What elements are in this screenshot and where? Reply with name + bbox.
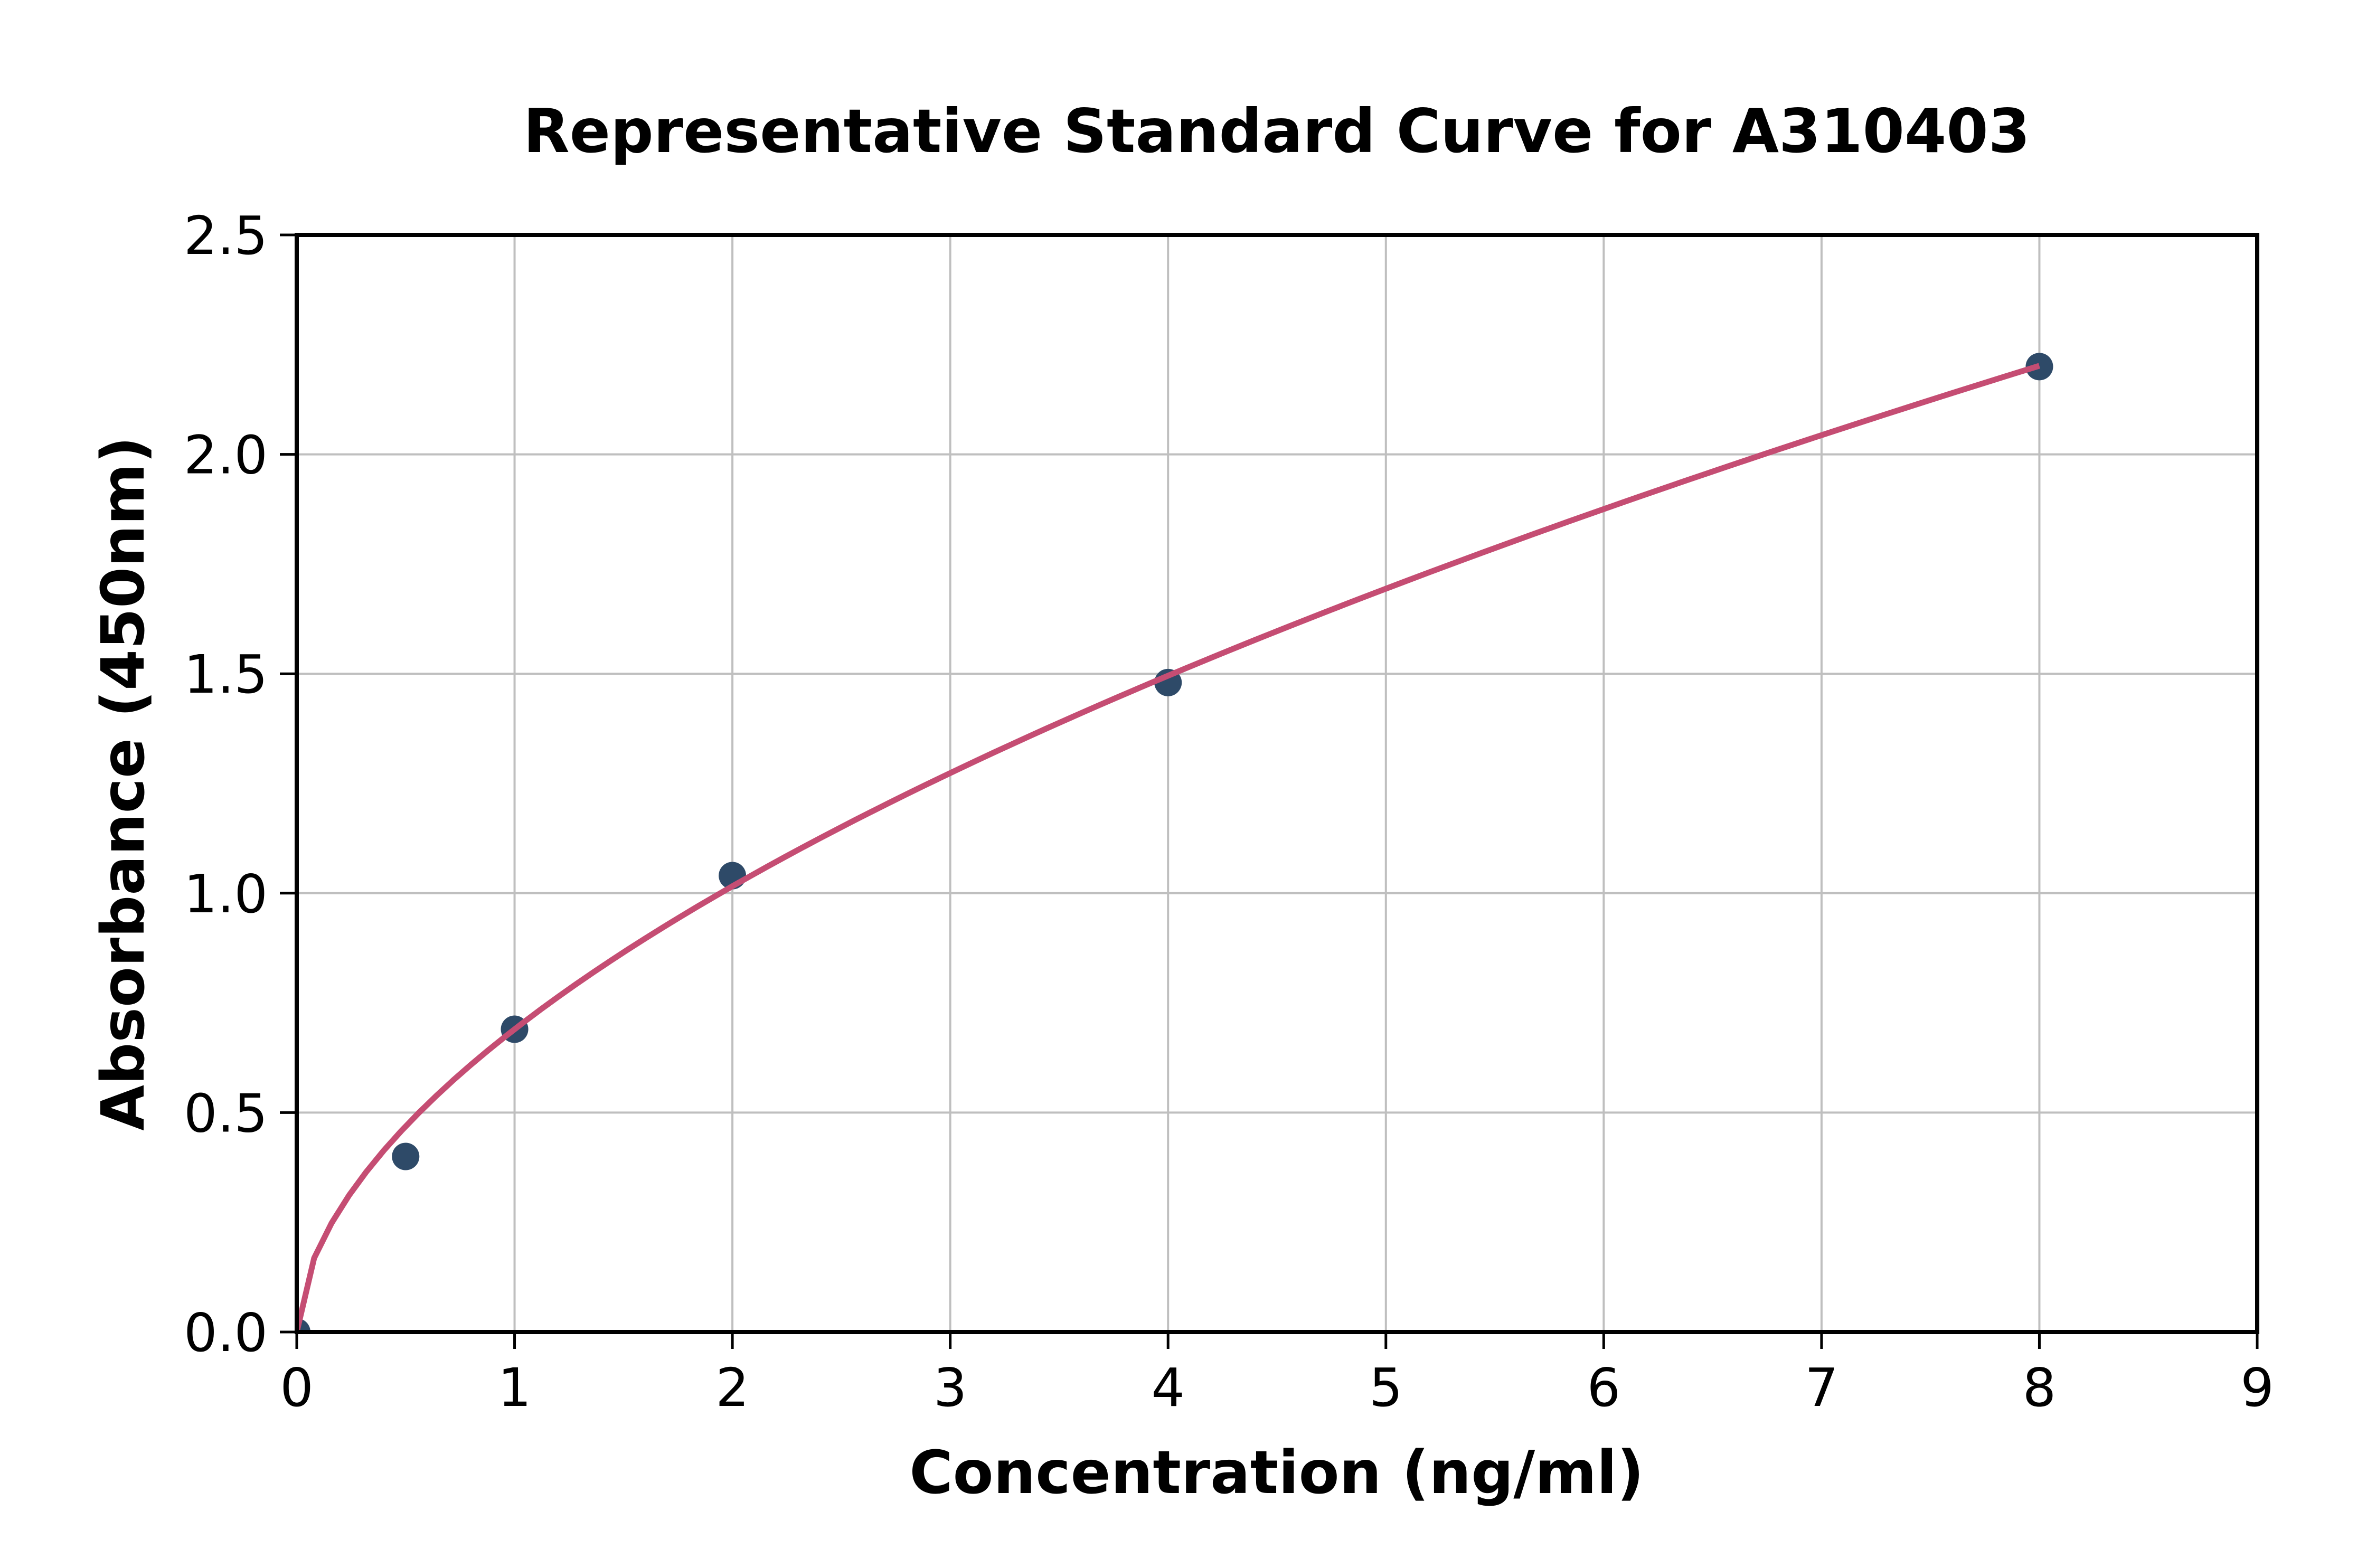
y-tick-label: 2.0 <box>184 424 268 486</box>
tick-labels: 0 1 2 3 4 5 6 7 8 9 0.0 0.5 1.0 1.5 2.0 2.5 <box>184 205 2274 1419</box>
x-tick-label: 8 <box>2023 1357 2057 1419</box>
fit-curve <box>297 363 2041 1332</box>
y-axis-label: Absorbance (450nm) <box>89 436 158 1130</box>
x-tick-label: 4 <box>1151 1357 1185 1419</box>
x-tick-label: 7 <box>1805 1357 1838 1419</box>
y-tick-label: 0.5 <box>184 1082 268 1144</box>
tick-marks <box>280 233 2259 1349</box>
x-tick-label: 2 <box>715 1357 749 1419</box>
x-tick-label: 0 <box>280 1357 314 1419</box>
x-axis-label: Concentration (ng/ml) <box>909 1439 1644 1507</box>
y-tick-label: 1.5 <box>184 644 268 705</box>
x-tick-label: 5 <box>1369 1357 1403 1419</box>
grid <box>296 234 2258 1333</box>
y-tick-label: 2.5 <box>184 205 268 267</box>
plot-border <box>295 233 2259 1334</box>
x-tick-label: 6 <box>1587 1357 1621 1419</box>
x-tick-label: 1 <box>498 1357 532 1419</box>
data-point <box>392 1142 420 1170</box>
x-tick-label: 3 <box>934 1357 967 1419</box>
chart-title: Representative Standard Curve for A31040… <box>523 96 2030 166</box>
y-tick-label: 0.0 <box>184 1302 268 1364</box>
axes-frame <box>295 233 2259 1334</box>
y-tick-label: 1.0 <box>184 863 268 925</box>
fit-curve-line <box>297 363 2041 1332</box>
x-tick-label: 9 <box>2240 1357 2274 1419</box>
